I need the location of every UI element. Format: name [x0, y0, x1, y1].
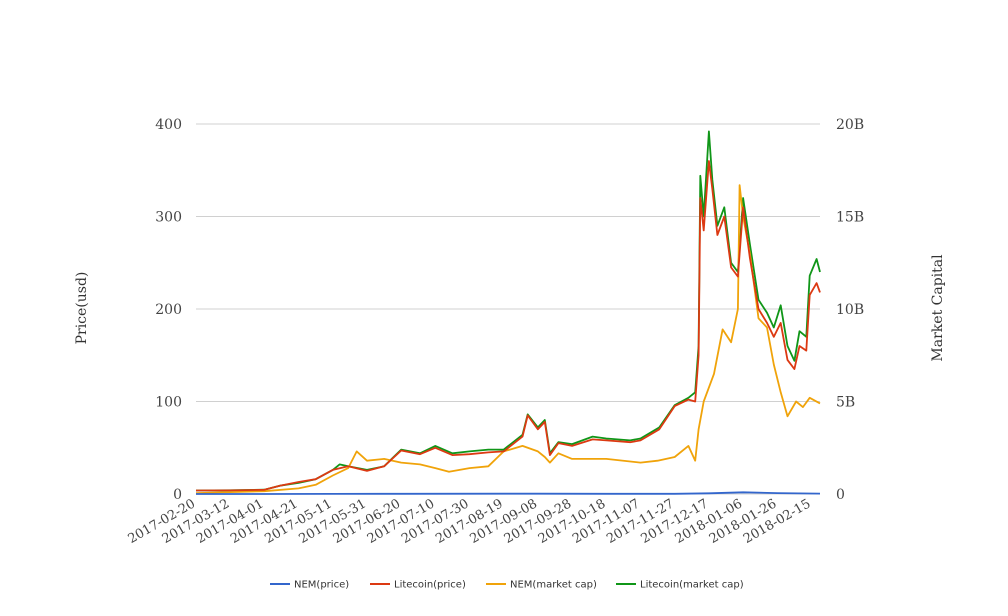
right-tick-label: 5B [836, 395, 855, 411]
right-tick-label: 20B [836, 117, 864, 133]
legend: NEM(price) Litecoin(price) NEM(market cap)… [270, 580, 744, 591]
legend-label: NEM(market cap) [510, 580, 597, 591]
series-line-nem-market-cap [195, 184, 821, 494]
right-axis-title: Market Capital [930, 254, 946, 362]
left-tick-label: 200 [155, 302, 182, 318]
grid-lines [196, 123, 820, 495]
left-tick-label: 400 [155, 117, 182, 133]
left-axis-ticks: 0 100 200 300 400 [155, 117, 182, 503]
right-tick-label: 15B [836, 210, 864, 226]
legend-label: NEM(price) [294, 580, 349, 591]
left-tick-label: 100 [155, 395, 182, 411]
series-lines [195, 130, 821, 495]
left-tick-label: 300 [155, 210, 182, 226]
legend-label: Litecoin(market cap) [640, 580, 744, 591]
right-tick-label: 0 [836, 487, 845, 503]
right-tick-label: 10B [836, 302, 864, 318]
series-line-litecoin-price [195, 160, 821, 492]
series-line-litecoin-market-cap [195, 130, 821, 492]
legend-label: Litecoin(price) [394, 580, 466, 591]
left-axis-title: Price(usd) [74, 272, 90, 345]
right-axis-ticks: 0 5B 10B 15B 20B [836, 117, 864, 503]
series-line-nem-price [196, 491, 821, 495]
left-tick-label: 0 [173, 487, 182, 503]
x-axis-ticks: 2017-02-202017-03-122017-04-012017-04-21… [126, 496, 814, 546]
